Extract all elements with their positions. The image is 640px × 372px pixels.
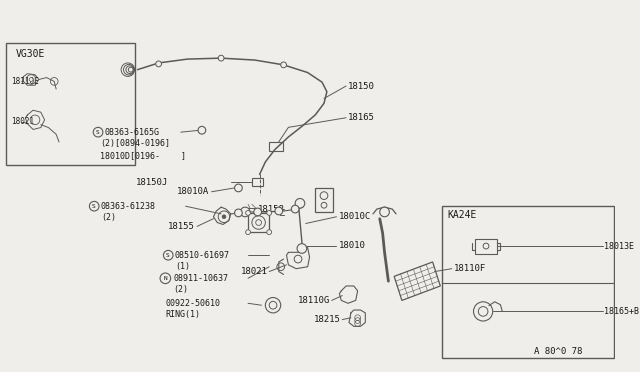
Text: 18110E: 18110E — [11, 77, 38, 86]
Text: 08363-61238: 08363-61238 — [101, 202, 156, 211]
Circle shape — [241, 207, 250, 217]
Text: 18150: 18150 — [348, 81, 375, 90]
Text: 18010: 18010 — [339, 241, 365, 250]
Text: 18010C: 18010C — [339, 212, 371, 221]
Circle shape — [254, 208, 262, 216]
Text: (2): (2) — [101, 213, 116, 222]
Text: 18010A: 18010A — [177, 187, 209, 196]
Text: 18165: 18165 — [348, 113, 375, 122]
Text: (2): (2) — [173, 285, 188, 294]
Circle shape — [156, 61, 161, 67]
Circle shape — [380, 207, 389, 217]
Text: 18021: 18021 — [11, 117, 34, 126]
Text: 18155: 18155 — [168, 222, 195, 231]
Text: 08363-6165G: 08363-6165G — [105, 128, 160, 137]
Circle shape — [198, 126, 205, 134]
Text: (1): (1) — [175, 262, 190, 271]
Bar — [442, 206, 614, 357]
Text: 18010D[0196-: 18010D[0196- — [100, 151, 160, 160]
Text: S: S — [92, 204, 95, 209]
Text: A 80^0 78: A 80^0 78 — [534, 347, 582, 356]
Bar — [269, 142, 283, 151]
Text: 18158: 18158 — [258, 205, 285, 214]
Text: 18215: 18215 — [314, 315, 340, 324]
Text: N: N — [163, 276, 167, 281]
Text: (2)[0894-0196]: (2)[0894-0196] — [100, 139, 170, 148]
Circle shape — [235, 209, 243, 217]
Circle shape — [235, 184, 243, 192]
Text: 18110G: 18110G — [298, 296, 330, 305]
Bar — [252, 178, 264, 186]
Circle shape — [281, 62, 287, 68]
Text: 08510-61697: 08510-61697 — [175, 251, 230, 260]
Circle shape — [297, 244, 307, 253]
Circle shape — [218, 55, 224, 61]
Circle shape — [295, 199, 305, 208]
Circle shape — [291, 205, 299, 213]
Text: ]: ] — [180, 151, 186, 160]
Bar — [6, 43, 136, 164]
Text: 18110F: 18110F — [454, 264, 486, 273]
Text: 18013E: 18013E — [604, 241, 634, 251]
Text: 08911-10637: 08911-10637 — [173, 274, 228, 283]
Circle shape — [246, 230, 250, 235]
Bar — [248, 208, 256, 216]
Text: 18021: 18021 — [241, 267, 268, 276]
Circle shape — [246, 211, 250, 215]
Circle shape — [222, 215, 226, 219]
Text: S: S — [95, 130, 99, 135]
Text: VG30E: VG30E — [15, 49, 45, 60]
Text: 00922-50610: 00922-50610 — [165, 299, 220, 308]
Text: RING(1): RING(1) — [165, 310, 200, 319]
Text: KA24E: KA24E — [447, 210, 477, 220]
Circle shape — [275, 207, 283, 215]
Circle shape — [267, 211, 271, 215]
Bar — [316, 188, 333, 212]
Text: 18165+B: 18165+B — [604, 307, 639, 316]
Bar — [248, 213, 269, 232]
Text: 18150J: 18150J — [136, 178, 168, 187]
Circle shape — [267, 230, 271, 235]
Text: S: S — [165, 253, 169, 258]
Bar — [476, 239, 497, 254]
Circle shape — [29, 77, 33, 81]
